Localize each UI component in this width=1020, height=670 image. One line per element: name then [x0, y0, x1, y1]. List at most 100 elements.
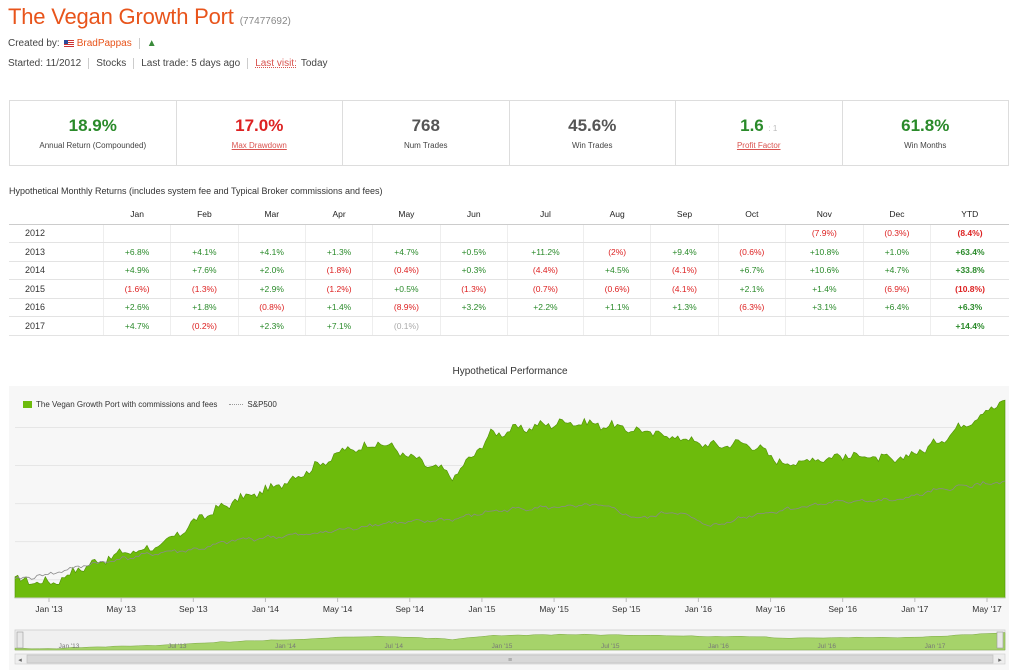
return-cell [103, 224, 172, 243]
table-row: 2015 (1.6%) (1.3%) +2.9% (1.2%) +0.5% (1.3%) (0… [9, 279, 1009, 299]
system-header: The Vegan Growth Port (77477692) Created… [8, 4, 1008, 69]
return-cell [440, 316, 508, 336]
year-cell: 2013 [9, 242, 104, 262]
month-column-header: Mar [238, 204, 306, 225]
stat-max-drawdown: 17.0% Max Drawdown [177, 101, 343, 165]
profit-factor-link[interactable]: Profit Factor [736, 141, 781, 150]
return-cell: +1.8% [170, 298, 239, 317]
return-cell: (6.3%) [718, 298, 786, 317]
return-cell: (0.3%) [863, 224, 932, 243]
return-cell: +6.3% [930, 298, 1009, 317]
month-column-header: Nov [785, 204, 864, 225]
table-row: 2012 (7.9%) (0.3%) (8.4%) [9, 224, 1009, 243]
return-cell: +1.0% [863, 242, 932, 262]
return-cell: +4.7% [372, 242, 441, 262]
navigator-handle-right[interactable] [996, 631, 1004, 649]
stat-ratio: : 1 [768, 124, 778, 133]
author-link[interactable]: BradPappas [76, 37, 132, 49]
return-cell: +2.0% [238, 261, 306, 280]
return-cell: +14.4% [930, 316, 1009, 336]
navigator-tick-label: Jan '17 [925, 643, 946, 650]
return-cell: +10.6% [785, 261, 864, 280]
last-visit-value: Today [300, 57, 328, 69]
scroll-left-arrow-icon[interactable]: ◂ [18, 657, 22, 664]
return-cell [785, 316, 864, 336]
stat-label: Win Months [904, 141, 947, 150]
legend-item-sp500[interactable]: S&P500 [247, 400, 277, 409]
return-cell: (0.6%) [583, 279, 652, 299]
return-cell [372, 224, 441, 243]
chart-title: Hypothetical Performance [452, 366, 568, 377]
year-cell: 2015 [9, 279, 104, 299]
year-column-header [9, 204, 104, 225]
month-column-header: Jul [507, 204, 584, 225]
return-cell [583, 316, 652, 336]
month-column-header: Apr [305, 204, 373, 225]
series-system-area[interactable] [14, 399, 1006, 599]
return-cell: +6.4% [863, 298, 932, 317]
return-cell: +1.1% [583, 298, 652, 317]
return-cell: (7.9%) [785, 224, 864, 243]
return-cell: (1.3%) [440, 279, 508, 299]
stat-value: 768 [411, 116, 440, 135]
navigator-handle-left[interactable] [16, 631, 24, 649]
return-cell: (1.6%) [103, 279, 172, 299]
leaf-icon: ▲︎ [146, 37, 157, 49]
return-cell [170, 224, 239, 243]
return-cell: +4.7% [863, 261, 932, 280]
x-tick-label: Jan '14 [252, 604, 279, 614]
return-cell: +6.7% [718, 261, 786, 280]
stat-value: 45.6% [568, 116, 617, 135]
navigator-tick-label: Jul '15 [601, 643, 620, 650]
return-cell: +6.8% [103, 242, 172, 262]
x-tick-label: May '16 [756, 604, 786, 614]
return-cell: (1.2%) [305, 279, 374, 299]
legend-swatch-system [23, 401, 32, 408]
return-cell: +1.3% [305, 242, 374, 262]
monthly-returns-table: Jan Feb Mar Apr May Jun Jul Aug Sep Oct Nov Dec YTD … [9, 204, 1009, 336]
return-cell: +0.3% [440, 261, 508, 280]
navigator-tick-label: Jan '13 [59, 643, 80, 650]
return-cell: +9.4% [650, 242, 719, 262]
last-visit-link[interactable]: Last visit: [255, 57, 297, 69]
table-row: 2013 +6.8% +4.1% +4.1% +1.3% +4.7% +0.5% +11.2%… [9, 242, 1009, 262]
series-sp500-line[interactable] [14, 480, 1006, 580]
return-cell [507, 224, 585, 243]
table-header-row: Jan Feb Mar Apr May Jun Jul Aug Sep Oct Nov Dec YTD [9, 204, 1009, 225]
created-by-label: Created by: [8, 37, 60, 49]
year-cell: 2016 [9, 298, 104, 317]
return-cell [863, 316, 932, 336]
return-cell: +3.1% [785, 298, 864, 317]
return-cell: (0.7%) [507, 279, 585, 299]
stat-value: 1.6 [740, 116, 764, 135]
table-row: 2016 +2.6% +1.8% (0.8%) +1.4% (8.9%) +3.2% +2.2… [9, 298, 1009, 317]
navigator-tick-label: Jan '14 [275, 643, 296, 650]
scrollbar-thumb[interactable] [26, 654, 994, 664]
month-column-header: May [372, 204, 441, 225]
return-cell: +4.1% [170, 242, 239, 262]
month-column-header: Jun [440, 204, 508, 225]
month-column-header: Oct [718, 204, 786, 225]
navigator-tick-label: Jan '16 [708, 643, 729, 650]
stat-num-trades: 768 Num Trades [343, 101, 510, 165]
return-cell: +4.1% [238, 242, 306, 262]
x-tick-label: May '15 [539, 604, 569, 614]
category: Stocks [96, 57, 127, 69]
legend-item-system[interactable]: The Vegan Growth Port with commissions a… [36, 400, 218, 409]
max-drawdown-link[interactable]: Max Drawdown [231, 141, 287, 150]
legend-swatch-sp500 [229, 404, 244, 405]
stat-win-trades: 45.6% Win Trades [510, 101, 676, 165]
return-cell: (1.8%) [305, 261, 374, 280]
scroll-right-arrow-icon[interactable]: ▸ [998, 657, 1002, 664]
return-cell: +3.2% [440, 298, 508, 317]
return-cell: (1.3%) [170, 279, 239, 299]
return-cell [305, 224, 374, 243]
return-cell: (0.8%) [238, 298, 306, 317]
return-cell: (4.4%) [507, 261, 585, 280]
return-cell: +1.4% [785, 279, 864, 299]
return-cell: (10.8%) [930, 279, 1009, 299]
return-cell: +7.6% [170, 261, 239, 280]
return-cell: (0.4%) [372, 261, 441, 280]
stat-label: Num Trades [403, 141, 448, 150]
